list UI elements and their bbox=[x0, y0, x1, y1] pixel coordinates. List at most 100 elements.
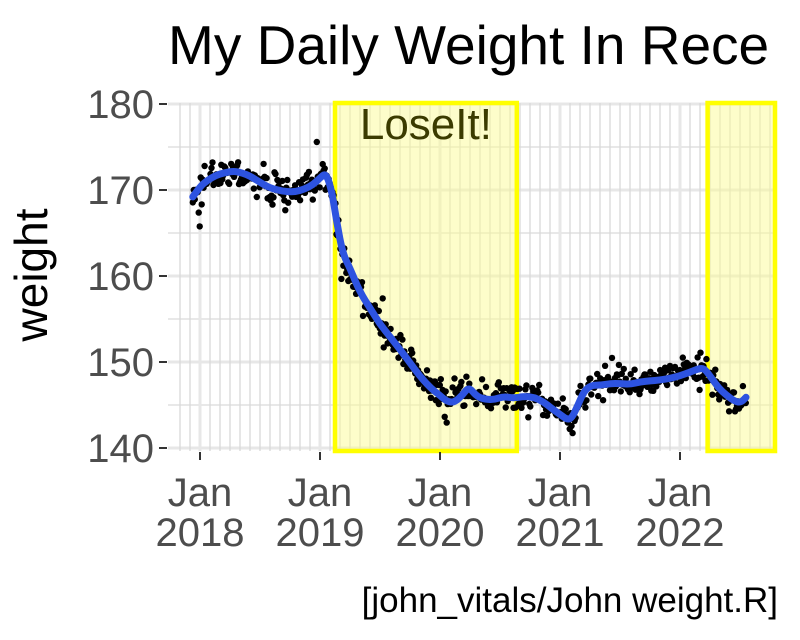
scatter-point bbox=[712, 366, 719, 373]
scatter-point bbox=[415, 380, 423, 388]
scatter-point bbox=[198, 201, 205, 208]
scatter-point bbox=[582, 404, 589, 411]
scatter-point bbox=[615, 361, 623, 369]
scatter-point bbox=[694, 354, 701, 361]
scatter-point bbox=[527, 403, 534, 410]
scatter-point bbox=[272, 170, 279, 178]
scatter-point bbox=[525, 414, 532, 421]
scatter-point bbox=[321, 165, 328, 172]
scatter-point bbox=[626, 389, 633, 396]
scatter-point bbox=[305, 168, 313, 176]
scatter-point bbox=[601, 362, 609, 369]
chart-title: My Daily Weight In Rece bbox=[168, 14, 769, 76]
scatter-point bbox=[309, 196, 316, 203]
scatter-point bbox=[285, 199, 292, 206]
scatter-point bbox=[442, 388, 449, 395]
scatter-point bbox=[284, 176, 291, 184]
scatter-point bbox=[379, 295, 386, 302]
scatter-point bbox=[536, 381, 543, 389]
scatter-point bbox=[463, 373, 470, 380]
x-tick-label-month: Jan bbox=[288, 471, 353, 515]
scatter-point bbox=[427, 394, 435, 401]
scatter-point bbox=[436, 381, 443, 389]
scatter-point bbox=[359, 312, 367, 320]
scatter-point bbox=[316, 184, 323, 191]
x-tick-label-year: 2022 bbox=[636, 511, 725, 555]
scatter-point bbox=[253, 193, 260, 201]
scatter-point bbox=[617, 388, 624, 395]
scatter-point bbox=[588, 391, 595, 398]
scatter-point bbox=[196, 223, 203, 230]
y-tick-label: 150 bbox=[87, 341, 154, 385]
scatter-point bbox=[730, 389, 738, 396]
scatter-point bbox=[495, 379, 502, 386]
scatter-point bbox=[234, 159, 242, 166]
scatter-point bbox=[338, 275, 345, 283]
scatter-point bbox=[697, 349, 704, 356]
scatter-point bbox=[568, 422, 575, 430]
scatter-point bbox=[587, 375, 594, 382]
scatter-point bbox=[282, 207, 289, 214]
scatter-point bbox=[620, 365, 627, 373]
scatter-point bbox=[502, 404, 509, 411]
scatter-point bbox=[703, 355, 710, 363]
scatter-point bbox=[461, 402, 468, 409]
scatter-point bbox=[618, 370, 625, 377]
scatter-point bbox=[577, 382, 584, 390]
scatter-point bbox=[437, 376, 444, 383]
scatter-point bbox=[209, 159, 216, 166]
loseit-band bbox=[332, 100, 520, 454]
scatter-point bbox=[627, 371, 634, 378]
scatter-point bbox=[739, 382, 747, 390]
x-tick-label-year: 2020 bbox=[396, 511, 485, 555]
scatter-point bbox=[663, 381, 671, 389]
scatter-point bbox=[696, 386, 703, 394]
scatter-point bbox=[559, 395, 566, 402]
scatter-point bbox=[608, 354, 616, 362]
scatter-point bbox=[399, 336, 406, 343]
plot-layers: LoseIt!140150160170180Jan2018Jan2019Jan2… bbox=[87, 83, 778, 555]
scatter-point bbox=[451, 375, 458, 382]
scatter-point bbox=[443, 419, 450, 426]
y-axis-title: weight bbox=[5, 208, 57, 342]
scatter-point bbox=[466, 380, 473, 387]
scatter-point bbox=[311, 187, 318, 194]
axes: 140150160170180Jan2018Jan2019Jan2020Jan2… bbox=[87, 83, 724, 555]
x-tick-label-month: Jan bbox=[528, 471, 593, 515]
scatter-point bbox=[260, 160, 267, 168]
y-tick-label: 140 bbox=[87, 427, 154, 471]
caption: [john_vitals/John weight.R] bbox=[362, 581, 778, 620]
x-tick-label-month: Jan bbox=[168, 471, 233, 515]
scatter-point bbox=[269, 201, 276, 208]
scatter-point bbox=[569, 429, 576, 437]
scatter-point bbox=[716, 396, 723, 403]
scatter-point bbox=[208, 164, 215, 172]
scatter-point bbox=[409, 349, 416, 357]
scatter-point bbox=[478, 376, 486, 383]
scatter-point bbox=[226, 180, 233, 187]
y-tick-label: 160 bbox=[87, 255, 154, 299]
scatter-point bbox=[358, 279, 366, 286]
x-tick-label-month: Jan bbox=[408, 471, 473, 515]
scatter-point bbox=[523, 382, 530, 389]
scatter-point bbox=[554, 400, 562, 407]
scatter-point bbox=[423, 367, 431, 374]
trend-line-layer bbox=[189, 168, 750, 423]
scatter-point bbox=[195, 209, 202, 216]
scatter-point bbox=[201, 162, 208, 170]
scatter-point bbox=[583, 397, 590, 404]
scatter-point bbox=[543, 412, 551, 419]
band-label: LoseIt! bbox=[360, 100, 492, 149]
scatter-point bbox=[375, 307, 382, 315]
scatter-point bbox=[380, 344, 387, 351]
x-tick-label-month: Jan bbox=[648, 471, 713, 515]
y-tick-label: 180 bbox=[87, 83, 154, 127]
scatter-point bbox=[562, 405, 569, 413]
scatter-point bbox=[313, 138, 320, 146]
annotation-bands: LoseIt! bbox=[332, 100, 778, 454]
smooth-trend-line bbox=[189, 168, 750, 423]
scatter-point bbox=[599, 397, 607, 404]
scatter-point bbox=[270, 194, 277, 201]
